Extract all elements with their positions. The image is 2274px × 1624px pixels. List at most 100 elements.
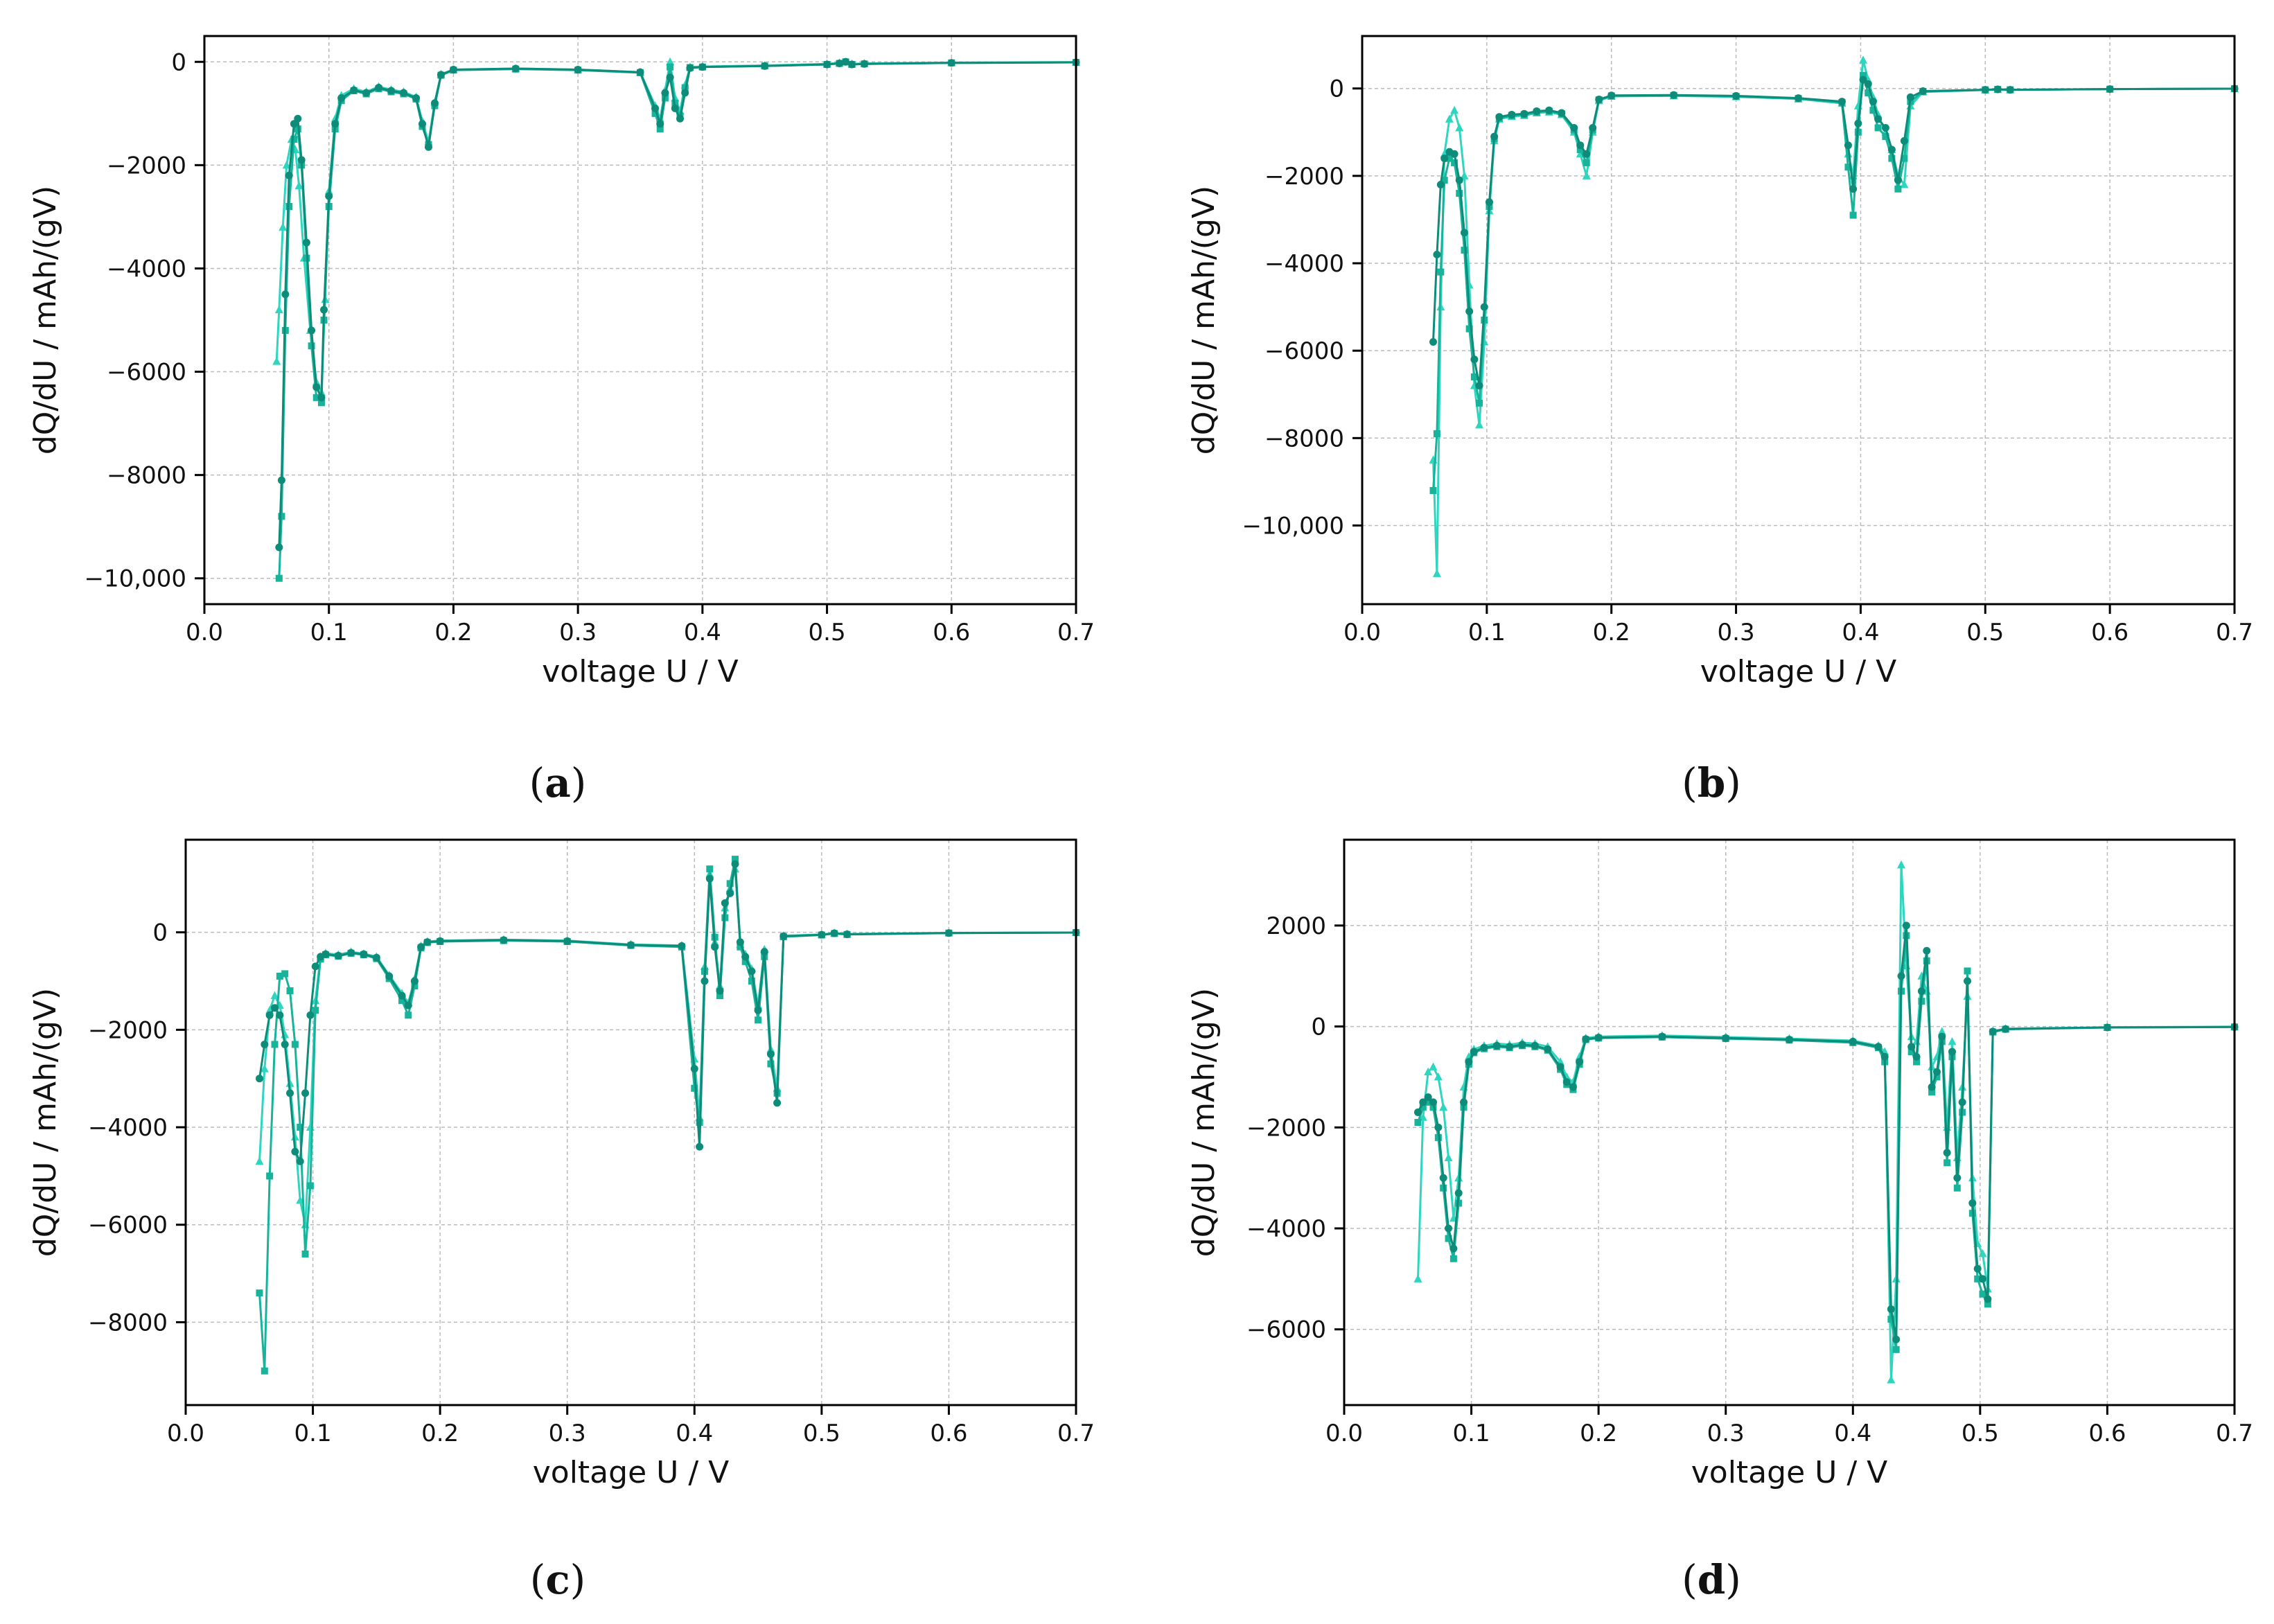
data-point bbox=[1902, 921, 1910, 930]
data-point bbox=[678, 942, 686, 950]
data-point bbox=[331, 120, 340, 128]
data-point bbox=[690, 1065, 698, 1073]
data-point bbox=[1837, 98, 1846, 106]
data-point bbox=[779, 932, 788, 940]
x-tick-label: 0.6 bbox=[2091, 619, 2128, 646]
data-point bbox=[1984, 1300, 1991, 1308]
x-tick-label: 0.1 bbox=[1468, 619, 1506, 646]
y-tick-label: −2000 bbox=[1246, 1114, 1326, 1142]
data-point bbox=[741, 957, 749, 965]
data-point bbox=[1460, 229, 1468, 237]
data-point bbox=[843, 930, 852, 938]
data-point bbox=[1849, 1037, 1857, 1045]
data-point bbox=[1440, 177, 1448, 184]
data-point bbox=[1859, 76, 1867, 84]
data-point bbox=[306, 1011, 315, 1019]
x-tick-label: 0.6 bbox=[2088, 1420, 2126, 1447]
x-tick-label: 0.5 bbox=[1966, 619, 2004, 646]
data-point bbox=[1907, 1048, 1915, 1055]
data-point bbox=[1475, 420, 1484, 429]
data-point bbox=[767, 1060, 775, 1068]
data-point bbox=[404, 1001, 412, 1009]
data-point bbox=[1928, 1083, 1936, 1091]
data-point bbox=[1413, 1108, 1422, 1116]
x-tick-label: 0.1 bbox=[310, 619, 348, 646]
data-point bbox=[282, 160, 291, 169]
data-point bbox=[261, 1367, 268, 1375]
data-point bbox=[1887, 1305, 1895, 1314]
data-point bbox=[312, 383, 321, 391]
data-point bbox=[1869, 107, 1877, 114]
data-point bbox=[398, 991, 406, 1000]
data-point bbox=[741, 953, 750, 961]
data-point bbox=[2006, 86, 2014, 94]
data-point bbox=[1722, 1034, 1730, 1042]
data-point bbox=[1589, 123, 1597, 132]
data-point bbox=[1582, 1035, 1590, 1043]
data-point bbox=[836, 60, 844, 68]
data-point bbox=[1981, 86, 1989, 94]
y-tick-label: −6000 bbox=[88, 1212, 168, 1239]
data-point bbox=[320, 306, 328, 314]
panel-label-a: (a) bbox=[529, 759, 587, 806]
data-point bbox=[1595, 95, 1603, 103]
data-point bbox=[766, 1050, 775, 1059]
data-point bbox=[842, 58, 850, 66]
x-tick-label: 0.5 bbox=[803, 1420, 840, 1447]
data-point bbox=[312, 1007, 319, 1014]
series-line-2 bbox=[278, 60, 1077, 579]
data-point bbox=[1520, 109, 1528, 118]
y-tick-label: −4000 bbox=[107, 255, 186, 283]
y-tick-label: −8000 bbox=[1264, 425, 1344, 452]
data-point bbox=[1944, 1159, 1951, 1167]
data-point bbox=[1912, 1052, 1921, 1061]
data-point bbox=[1948, 1036, 1957, 1045]
data-point bbox=[1454, 1189, 1463, 1197]
data-point bbox=[1670, 91, 1678, 99]
data-point bbox=[651, 104, 660, 112]
data-point bbox=[1413, 1274, 1422, 1282]
data-point bbox=[1844, 141, 1852, 150]
data-point bbox=[1506, 1043, 1514, 1051]
x-tick-label: 0.4 bbox=[684, 619, 721, 646]
data-point bbox=[754, 1006, 762, 1014]
data-point bbox=[297, 1124, 304, 1131]
data-point bbox=[1434, 1072, 1443, 1081]
panel-label-b: (b) bbox=[1682, 759, 1741, 806]
data-point bbox=[275, 543, 283, 551]
data-point bbox=[1892, 1345, 1900, 1353]
data-point bbox=[387, 87, 396, 95]
data-point bbox=[1476, 399, 1483, 407]
plot-frame bbox=[1343, 838, 2236, 1406]
x-tick-label: 0.4 bbox=[1842, 619, 1879, 646]
y-axis-label: dQ/dU / mAh/(gV) bbox=[1186, 988, 1222, 1257]
data-point bbox=[278, 513, 285, 520]
data-point bbox=[1869, 98, 1877, 106]
y-axis-label: dQ/dU / mAh/(gV) bbox=[28, 186, 63, 454]
data-point bbox=[312, 394, 320, 401]
data-point bbox=[1434, 1123, 1443, 1131]
data-point bbox=[2002, 1025, 2010, 1033]
data-point bbox=[1445, 155, 1453, 162]
data-point bbox=[1583, 150, 1591, 158]
data-point bbox=[823, 60, 831, 69]
data-point bbox=[726, 880, 734, 888]
data-point bbox=[317, 399, 325, 407]
data-point bbox=[1558, 109, 1566, 117]
data-point bbox=[1894, 176, 1902, 184]
data-point bbox=[1892, 1335, 1901, 1343]
x-tick-label: 0.2 bbox=[434, 619, 472, 646]
data-point bbox=[705, 874, 714, 883]
y-tick-label: −4000 bbox=[1264, 250, 1344, 278]
x-tick-label: 0.6 bbox=[930, 1420, 967, 1447]
data-point bbox=[285, 171, 293, 179]
data-point bbox=[748, 978, 755, 985]
data-point bbox=[1460, 171, 1469, 179]
data-point bbox=[1480, 1043, 1488, 1052]
data-point bbox=[1932, 1068, 1941, 1076]
data-point bbox=[1844, 164, 1852, 171]
data-point bbox=[1495, 113, 1504, 121]
data-point bbox=[265, 1011, 274, 1019]
data-point bbox=[721, 899, 729, 907]
data-point bbox=[1880, 1052, 1889, 1061]
